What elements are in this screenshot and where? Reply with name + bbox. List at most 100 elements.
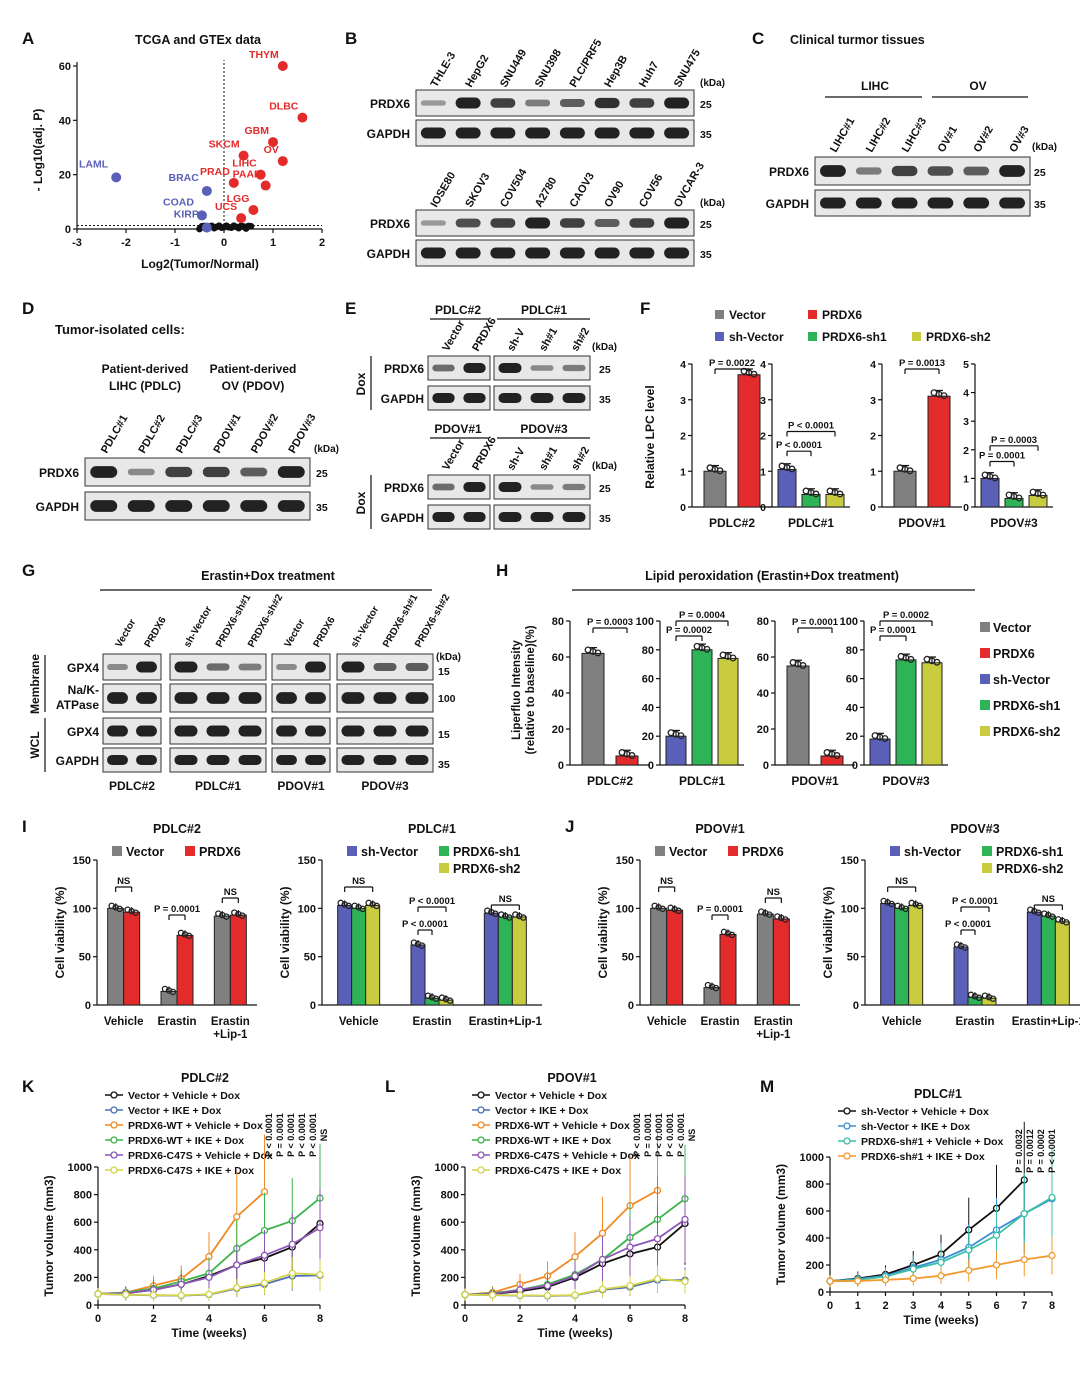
panel-a-point <box>268 137 278 148</box>
panel-e-gapdh-blot-band <box>432 392 455 404</box>
panel-i-right-replicate-point <box>355 904 362 911</box>
panel-d-group-label: LIHC (PDLC) <box>109 379 181 393</box>
panel-c-kda: (kDa) <box>1032 142 1057 153</box>
panel-l-legend-label: PRDX6-WT + IKE + Dox <box>495 1135 611 1147</box>
panel-g-atpase-blot-band <box>405 692 429 704</box>
panel-h-group-3-bar <box>786 665 810 766</box>
panel-k-data-point <box>316 1224 324 1232</box>
panel-j-left-replicate-point <box>778 914 785 922</box>
panel-e-prdx6-blot-band <box>498 481 522 493</box>
panel-j-right-bar <box>1054 921 1070 1006</box>
panel-d-prdx6-blot-frame <box>84 457 311 487</box>
panel-l-x-tick-label: 0 <box>462 1313 468 1325</box>
panel-b-gapdh-blot-band <box>629 127 655 139</box>
panel-g-gpx4-wcl-blot-band <box>373 725 397 737</box>
panel-i-left-replicate-point <box>177 929 185 937</box>
panel-b-kda: (kDa) <box>700 78 725 89</box>
panel-c-prdx6-blot-band <box>963 166 990 176</box>
panel-h-group-2-replicate-point <box>703 645 711 653</box>
panel-l-pval: P < 0.0001 <box>676 1113 686 1157</box>
panel-f-group-3-bar <box>927 395 951 508</box>
panel-c-lane-label: OV#2 <box>971 124 995 154</box>
panel-l-legend-label: PRDX6-C47S + IKE + Dox <box>495 1165 621 1177</box>
panel-a-nonsig-point <box>247 222 255 230</box>
panel-h-group-3-y-tick-label: 40 <box>757 688 769 700</box>
panel-b-gapdh-blot-band <box>420 127 446 139</box>
panel-g-row-label: ATPase <box>56 698 99 712</box>
panel-g-atpase-blot-band <box>107 692 128 704</box>
panel-b-mw: 35 <box>700 129 712 141</box>
panel-f-group-2-replicate-point <box>812 490 820 498</box>
panel-b-lane-label: PLC/PRF5 <box>568 37 605 89</box>
panel-l-data-point <box>626 1243 634 1251</box>
panel-k-y-label: Tumor volume (mm3) <box>42 1175 56 1296</box>
panel-e-kda: (kDa) <box>592 461 617 472</box>
panel-k-pval: P < 0.0001 <box>264 1113 274 1157</box>
panel-g-gpx4-membrane-blot-band <box>107 664 128 670</box>
panel-c-gapdh-blot-band <box>891 197 918 209</box>
panel-i-left-replicate-point <box>112 904 119 911</box>
panel-j-right-y-tick-label: 50 <box>847 952 859 964</box>
panel-g-row-label: GPX4 <box>67 661 99 675</box>
panel-j-right-x-label: Erastin+Lip-1 <box>1012 1016 1080 1028</box>
panel-i-left-y-tick-label: 0 <box>85 1000 91 1012</box>
panel-g-gpx4-membrane-blot-band <box>238 663 262 671</box>
panel-i-right-x-label: Erastin <box>413 1016 452 1028</box>
panel-a-point-label: LGG <box>227 193 250 205</box>
panel-l-pval: P < 0.0001 <box>632 1113 642 1157</box>
panel-b-mw: 25 <box>700 219 712 231</box>
panel-j-right-replicate-point <box>989 995 997 1002</box>
panel-a-point <box>297 112 308 123</box>
panel-k-y-tick-label: 400 <box>74 1245 92 1257</box>
panel-d-gapdh-blot-frame <box>84 491 311 521</box>
panel-h-legend-label: PRDX6-sh2 <box>993 725 1060 739</box>
panel-j-right-y-tick-label: 150 <box>841 855 859 867</box>
panel-m-x-tick-label: 1 <box>855 1300 861 1312</box>
panel-f-group-4-y-tick-label: 2 <box>963 445 969 457</box>
panel-k-letter: K <box>22 1077 35 1096</box>
panel-e-gapdh-blot-band <box>562 392 586 404</box>
panel-i-right-pval: NS <box>352 876 365 887</box>
panel-h-group-4-y-tick-label: 40 <box>846 702 858 714</box>
panel-g-atpase-blot-band <box>305 692 326 704</box>
panel-k-data-point <box>205 1290 213 1298</box>
panel-m-data-point <box>1020 1255 1028 1264</box>
panel-e-gapdh-label: GAPDH <box>381 511 424 525</box>
panel-f-group-1-replicate-point <box>716 467 724 475</box>
panel-j-right-legend-swatch <box>982 846 992 856</box>
panel-i-left-y-tick-label: 100 <box>73 903 91 915</box>
panel-k-data-point <box>122 1291 130 1299</box>
panel-i-right-y-tick-label: 100 <box>298 903 316 915</box>
panel-j-left-replicate-point <box>704 981 712 989</box>
panel-m-data-point <box>881 1276 890 1284</box>
panel-i-right-bar <box>497 916 513 1006</box>
panel-i-left-pval: NS <box>224 887 237 898</box>
panel-e-lane-label: sh#2 <box>569 445 592 473</box>
panel-j-left-pval: NS <box>660 876 673 887</box>
panel-i-right-bar <box>351 907 367 1006</box>
panel-m-x-tick-label: 4 <box>938 1300 945 1312</box>
panel-j-right-pval: P < 0.0001 <box>945 919 992 930</box>
panel-h-group-4-y-tick-label: 100 <box>840 616 858 628</box>
panel-b-kda: (kDa) <box>700 198 725 209</box>
panel-d-letter: D <box>22 299 34 318</box>
panel-i-right-replicate-point <box>365 899 372 907</box>
panel-j-right-replicate-point <box>1059 917 1066 925</box>
panel-j-left-replicate-point <box>675 907 682 915</box>
panel-a-point <box>196 210 207 221</box>
panel-h-group-4-pval: P = 0.0001 <box>870 625 917 636</box>
panel-e-gapdh-blot-band <box>498 392 522 404</box>
panel-m-data-point <box>1020 1210 1028 1218</box>
panel-l-pval: P < 0.0001 <box>665 1113 675 1157</box>
panel-h-group-3-pval: P = 0.0001 <box>792 617 839 628</box>
panel-j-right-legend-label: PRDX6-sh2 <box>996 862 1063 876</box>
panel-j-left-bar <box>756 913 774 1006</box>
panel-m-x-tick-label: 8 <box>1049 1300 1055 1312</box>
panel-c-gapdh-blot-band <box>999 197 1025 209</box>
panel-g-gpx4-wcl-blot-band <box>136 725 157 737</box>
panel-f-group-2-y-tick-label: 0 <box>760 502 766 514</box>
panel-k-legend-marker <box>110 1106 118 1114</box>
panel-j-right-bar <box>908 904 924 1006</box>
panel-j-right-legend-swatch <box>890 846 900 856</box>
panel-l-y-tick-label: 600 <box>441 1217 459 1229</box>
